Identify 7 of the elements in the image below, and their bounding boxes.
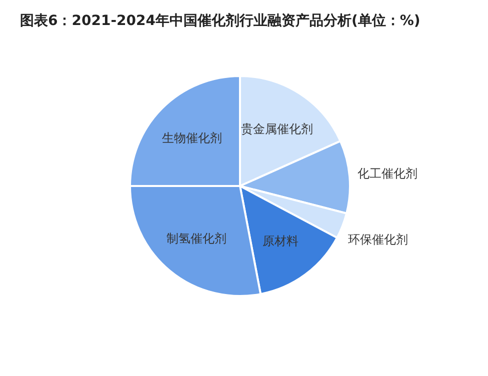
slice-label: 环保催化剂: [348, 232, 408, 247]
slice-label: 贵金属催化剂: [240, 122, 313, 136]
slice-label: 原材料: [262, 234, 298, 248]
slice-label: 生物催化剂: [162, 130, 222, 145]
chart-title: 图表6：2021-2024年中国催化剂行业融资产品分析(单位：%): [20, 12, 420, 29]
slice-label: 制氢催化剂: [166, 231, 227, 246]
slice-label: 化工催化剂: [357, 166, 418, 180]
